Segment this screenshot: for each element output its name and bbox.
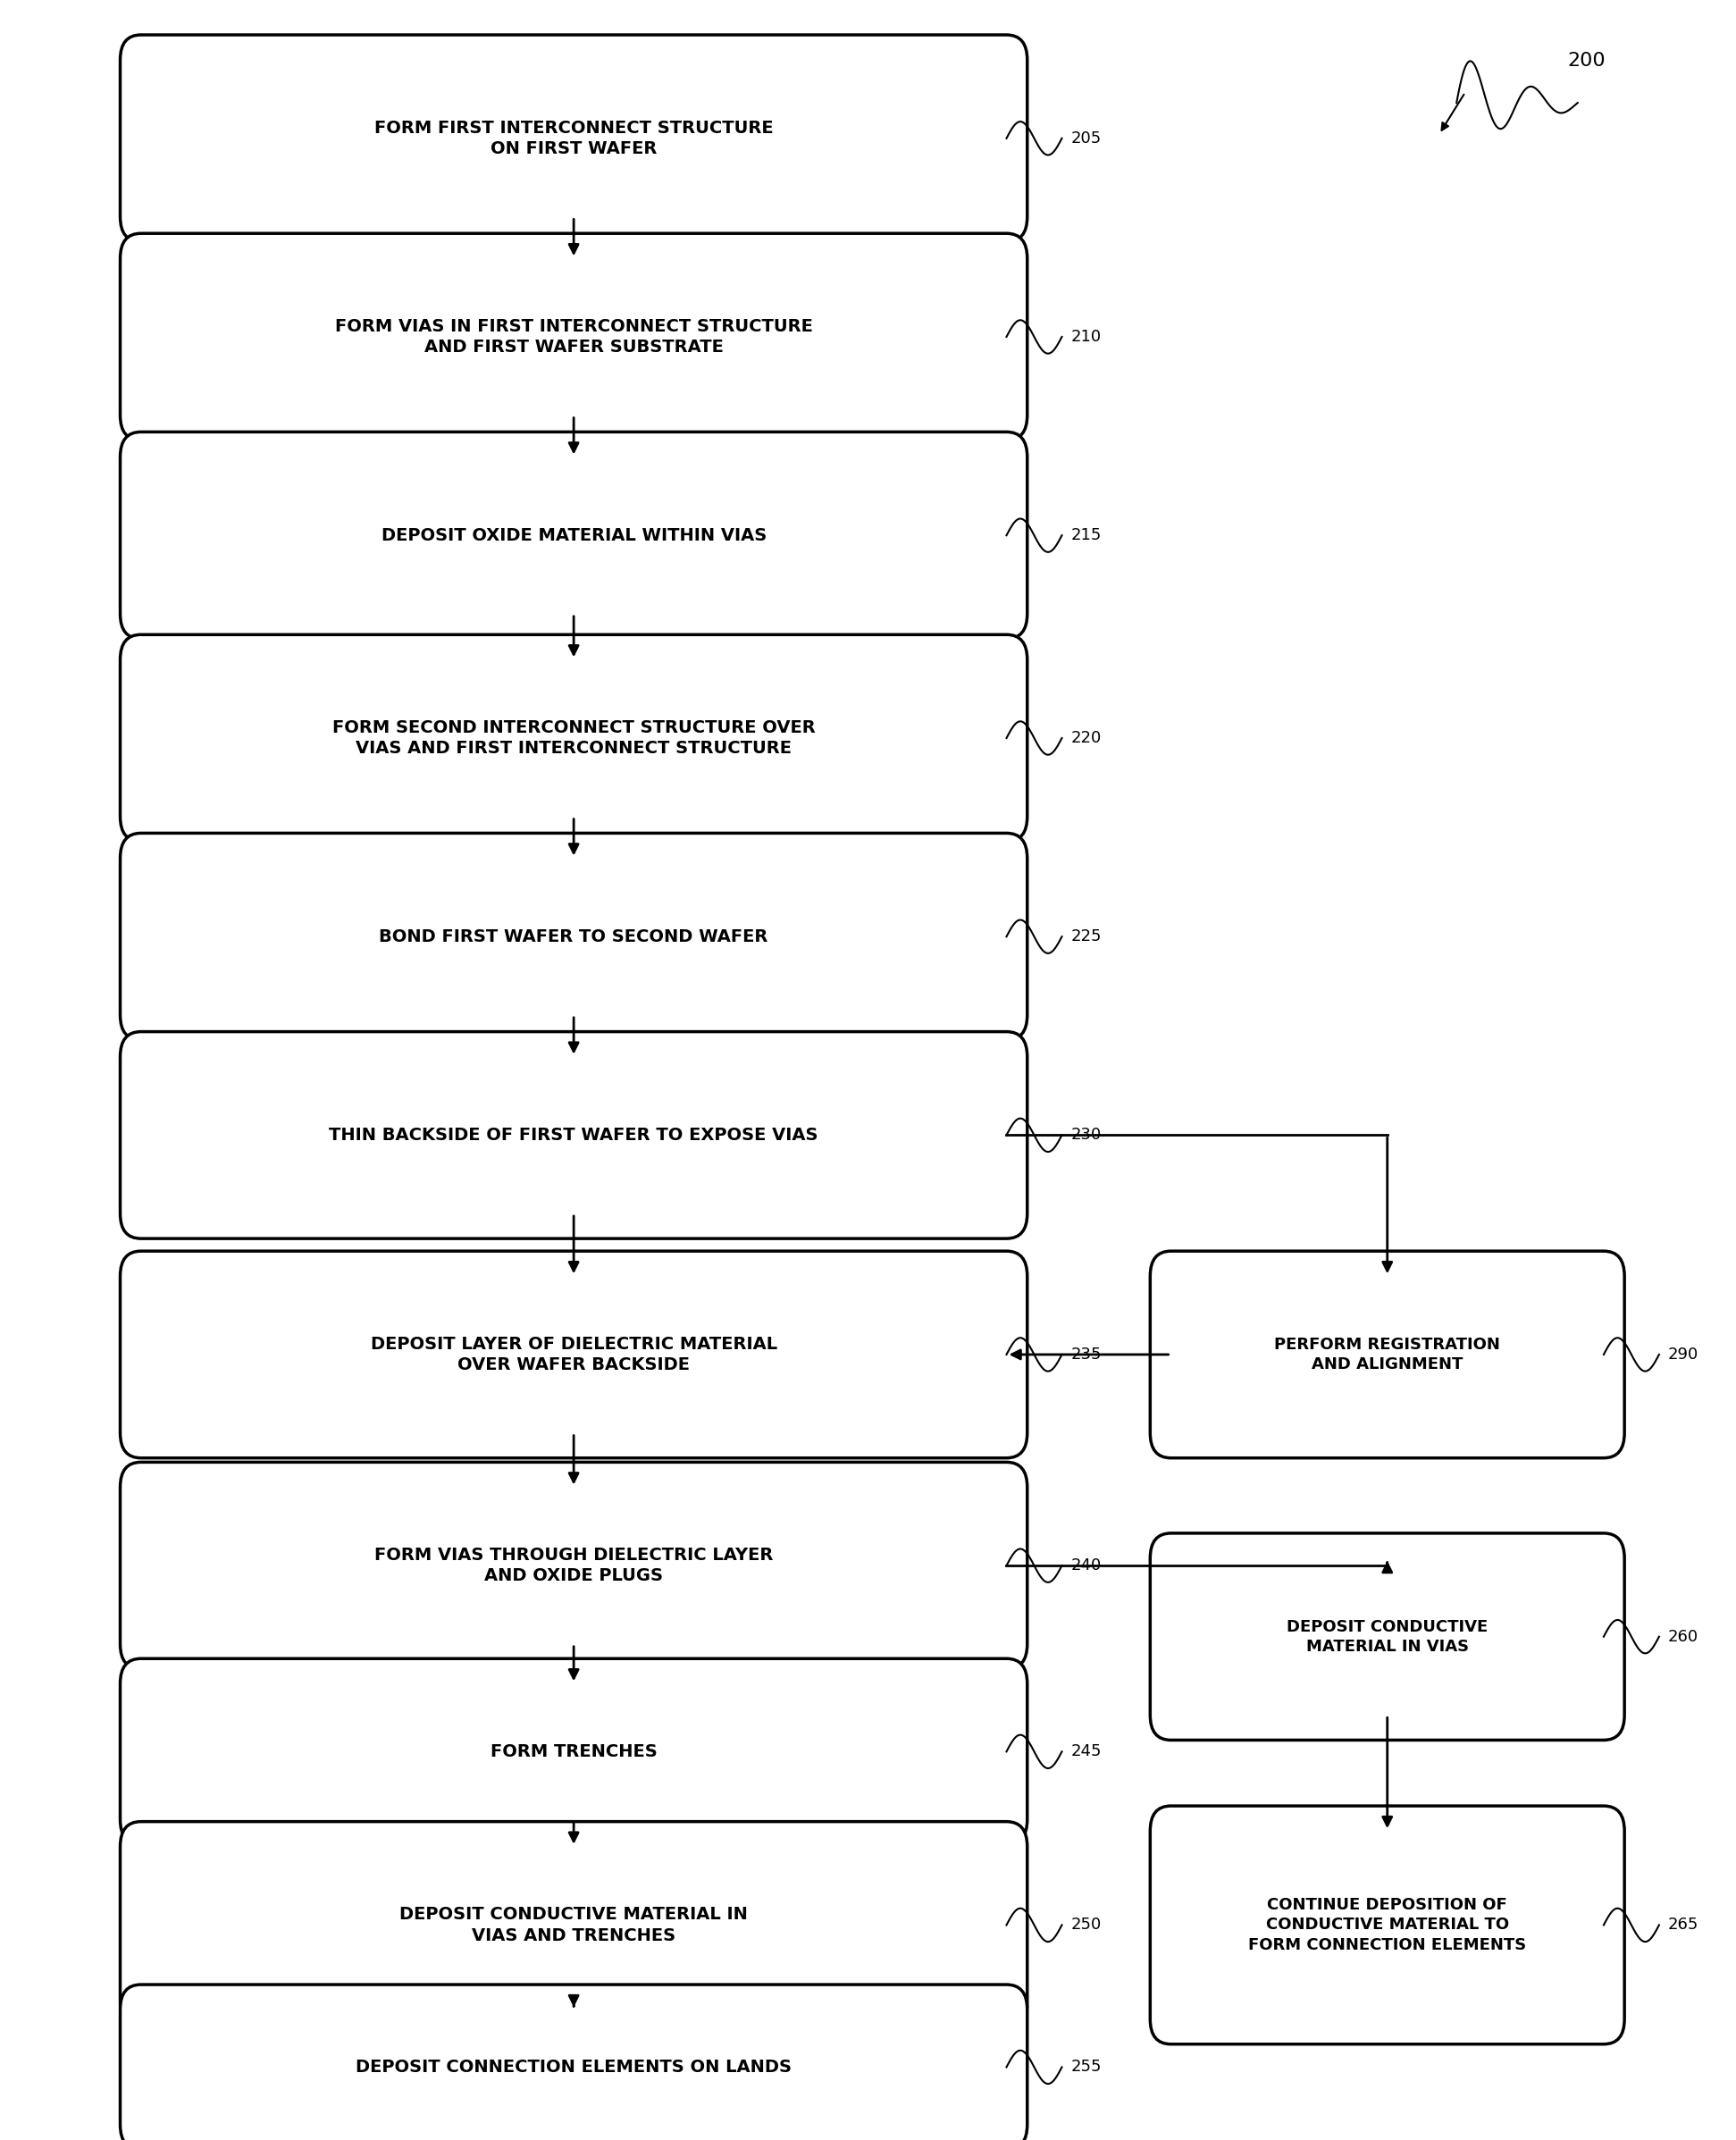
Text: 205: 205 xyxy=(1071,131,1101,146)
Text: 245: 245 xyxy=(1071,1744,1101,1759)
Text: 250: 250 xyxy=(1071,1917,1101,1932)
Text: THIN BACKSIDE OF FIRST WAFER TO EXPOSE VIAS: THIN BACKSIDE OF FIRST WAFER TO EXPOSE V… xyxy=(330,1126,818,1143)
Text: FORM TRENCHES: FORM TRENCHES xyxy=(490,1744,658,1759)
Text: 200: 200 xyxy=(1568,51,1606,71)
Text: 225: 225 xyxy=(1071,929,1101,944)
Text: 220: 220 xyxy=(1071,730,1101,747)
Text: 265: 265 xyxy=(1668,1917,1698,1932)
Text: 215: 215 xyxy=(1071,526,1101,544)
Text: FORM VIAS IN FIRST INTERCONNECT STRUCTURE
AND FIRST WAFER SUBSTRATE: FORM VIAS IN FIRST INTERCONNECT STRUCTUR… xyxy=(335,319,812,355)
Text: 260: 260 xyxy=(1668,1629,1698,1646)
Text: BOND FIRST WAFER TO SECOND WAFER: BOND FIRST WAFER TO SECOND WAFER xyxy=(378,929,769,946)
FancyBboxPatch shape xyxy=(120,1031,1028,1239)
FancyBboxPatch shape xyxy=(120,832,1028,1040)
FancyBboxPatch shape xyxy=(120,233,1028,441)
Text: 210: 210 xyxy=(1071,330,1101,345)
Text: PERFORM REGISTRATION
AND ALIGNMENT: PERFORM REGISTRATION AND ALIGNMENT xyxy=(1274,1338,1500,1372)
Text: CONTINUE DEPOSITION OF
CONDUCTIVE MATERIAL TO
FORM CONNECTION ELEMENTS: CONTINUE DEPOSITION OF CONDUCTIVE MATERI… xyxy=(1248,1898,1526,1954)
Text: 235: 235 xyxy=(1071,1346,1101,1363)
FancyBboxPatch shape xyxy=(120,432,1028,640)
Text: FORM VIAS THROUGH DIELECTRIC LAYER
AND OXIDE PLUGS: FORM VIAS THROUGH DIELECTRIC LAYER AND O… xyxy=(375,1547,773,1584)
Text: DEPOSIT CONDUCTIVE MATERIAL IN
VIAS AND TRENCHES: DEPOSIT CONDUCTIVE MATERIAL IN VIAS AND … xyxy=(399,1907,748,1943)
Text: 240: 240 xyxy=(1071,1558,1101,1573)
FancyBboxPatch shape xyxy=(1151,1252,1625,1457)
FancyBboxPatch shape xyxy=(120,636,1028,841)
Text: DEPOSIT CONDUCTIVE
MATERIAL IN VIAS: DEPOSIT CONDUCTIVE MATERIAL IN VIAS xyxy=(1286,1618,1488,1654)
FancyBboxPatch shape xyxy=(120,1984,1028,2140)
FancyBboxPatch shape xyxy=(120,1658,1028,1845)
FancyBboxPatch shape xyxy=(1151,1532,1625,1740)
FancyBboxPatch shape xyxy=(120,34,1028,242)
Text: FORM FIRST INTERCONNECT STRUCTURE
ON FIRST WAFER: FORM FIRST INTERCONNECT STRUCTURE ON FIR… xyxy=(375,120,773,158)
Text: DEPOSIT CONNECTION ELEMENTS ON LANDS: DEPOSIT CONNECTION ELEMENTS ON LANDS xyxy=(356,2059,792,2076)
FancyBboxPatch shape xyxy=(120,1462,1028,1669)
FancyBboxPatch shape xyxy=(120,1252,1028,1457)
Text: 255: 255 xyxy=(1071,2059,1101,2076)
Text: DEPOSIT LAYER OF DIELECTRIC MATERIAL
OVER WAFER BACKSIDE: DEPOSIT LAYER OF DIELECTRIC MATERIAL OVE… xyxy=(370,1335,778,1374)
Text: 290: 290 xyxy=(1668,1346,1698,1363)
FancyBboxPatch shape xyxy=(120,1821,1028,2029)
FancyBboxPatch shape xyxy=(1151,1806,1625,2044)
Text: FORM SECOND INTERCONNECT STRUCTURE OVER
VIAS AND FIRST INTERCONNECT STRUCTURE: FORM SECOND INTERCONNECT STRUCTURE OVER … xyxy=(332,719,816,758)
Text: 230: 230 xyxy=(1071,1128,1101,1143)
Text: DEPOSIT OXIDE MATERIAL WITHIN VIAS: DEPOSIT OXIDE MATERIAL WITHIN VIAS xyxy=(382,526,766,544)
